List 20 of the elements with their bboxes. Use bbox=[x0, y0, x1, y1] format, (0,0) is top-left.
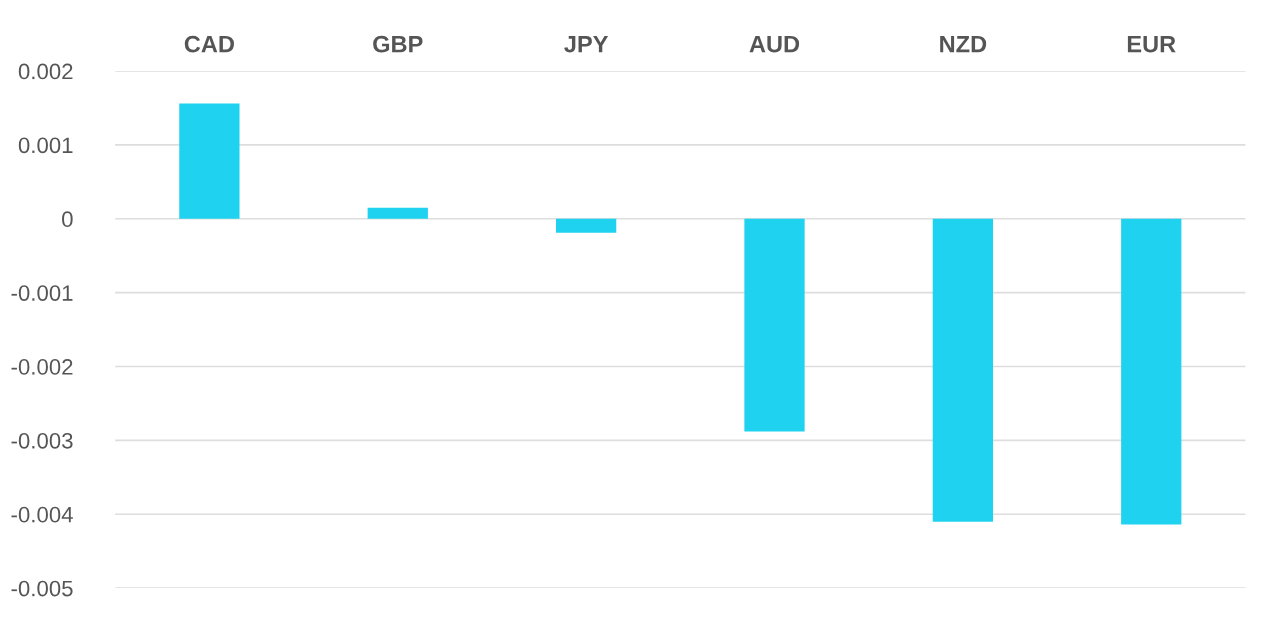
y-tick-label: 0.002 bbox=[18, 63, 73, 80]
bar bbox=[932, 218, 994, 522]
bar bbox=[367, 207, 428, 219]
y-tick-label: -0.001 bbox=[11, 285, 73, 301]
bar bbox=[555, 218, 617, 233]
x-tick-label: AUD bbox=[749, 35, 800, 53]
y-tick-label: -0.004 bbox=[11, 506, 73, 523]
y-tick-label: 0 bbox=[62, 211, 73, 228]
y-tick-label: -0.005 bbox=[11, 580, 73, 597]
x-tick-label: CAD bbox=[184, 35, 234, 53]
y-tick-label: -0.003 bbox=[11, 432, 73, 449]
x-tick-label: GBP bbox=[373, 35, 423, 53]
x-tick-label: JPY bbox=[564, 35, 609, 53]
bar bbox=[744, 218, 805, 432]
x-tick-label: NZD bbox=[940, 35, 987, 53]
bar bbox=[1121, 218, 1182, 525]
y-tick-label: -0.002 bbox=[11, 359, 73, 375]
y-tick-label: 0.001 bbox=[18, 137, 73, 154]
x-tick-label: EUR bbox=[1127, 35, 1176, 53]
bar bbox=[179, 103, 240, 219]
